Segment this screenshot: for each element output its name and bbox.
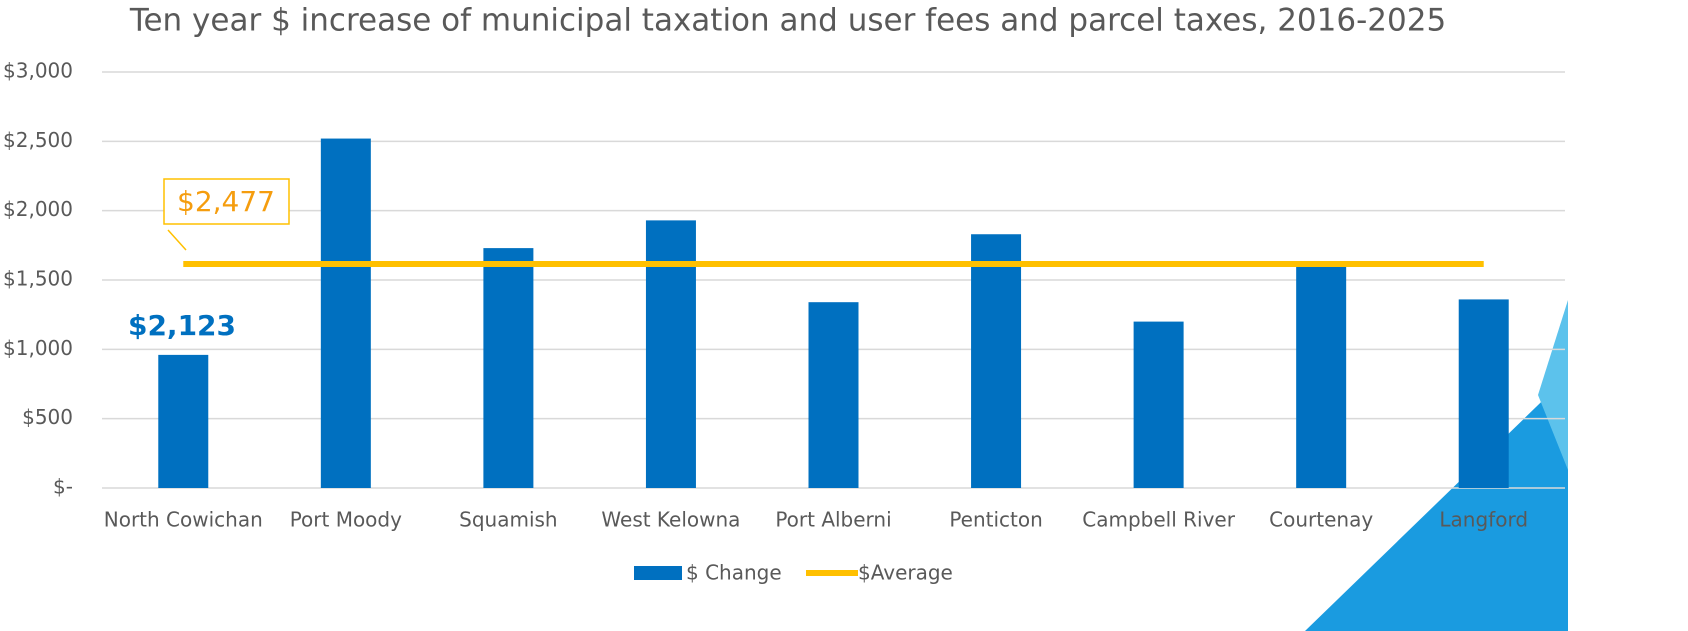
- bar: [808, 302, 859, 488]
- x-tick-label: Courtenay: [1269, 508, 1373, 532]
- y-tick-label: $2,000: [3, 197, 73, 221]
- bar: [1296, 266, 1347, 488]
- bar: [1133, 321, 1184, 488]
- chart-title: Ten year $ increase of municipal taxatio…: [129, 3, 1446, 39]
- y-tick-label: $3,000: [3, 59, 73, 83]
- x-tick-label: Port Alberni: [775, 508, 891, 532]
- y-tick-label: $2,500: [3, 128, 73, 152]
- y-tick-label: $500: [22, 405, 73, 429]
- legend-swatch: [634, 566, 682, 580]
- decor-shard: [1538, 300, 1568, 470]
- annotation-leader: [167, 229, 187, 251]
- annotation-box: [163, 178, 290, 225]
- bar: [158, 354, 209, 488]
- legend-label: $ Change: [686, 561, 782, 585]
- x-tick-label: Campbell River: [1082, 508, 1235, 532]
- y-tick-label: $1,500: [3, 267, 73, 291]
- y-tick-label: $1,000: [3, 336, 73, 360]
- bar: [1458, 299, 1509, 488]
- x-tick-label: Squamish: [459, 508, 557, 532]
- x-tick-label: Langford: [1439, 508, 1528, 532]
- x-tick-label: North Cowichan: [104, 508, 263, 532]
- x-tick-label: Port Moody: [290, 508, 402, 532]
- bar: [320, 138, 371, 488]
- annotation: $2,477: [177, 185, 275, 218]
- y-tick-label: $-: [53, 475, 73, 499]
- x-tick-label: Penticton: [949, 508, 1042, 532]
- x-tick-label: West Kelowna: [601, 508, 740, 532]
- bar: [645, 220, 696, 488]
- bar: [971, 234, 1022, 488]
- legend-label: $Average: [858, 561, 953, 585]
- annotation: $2,123: [128, 309, 236, 342]
- bar: [483, 248, 534, 488]
